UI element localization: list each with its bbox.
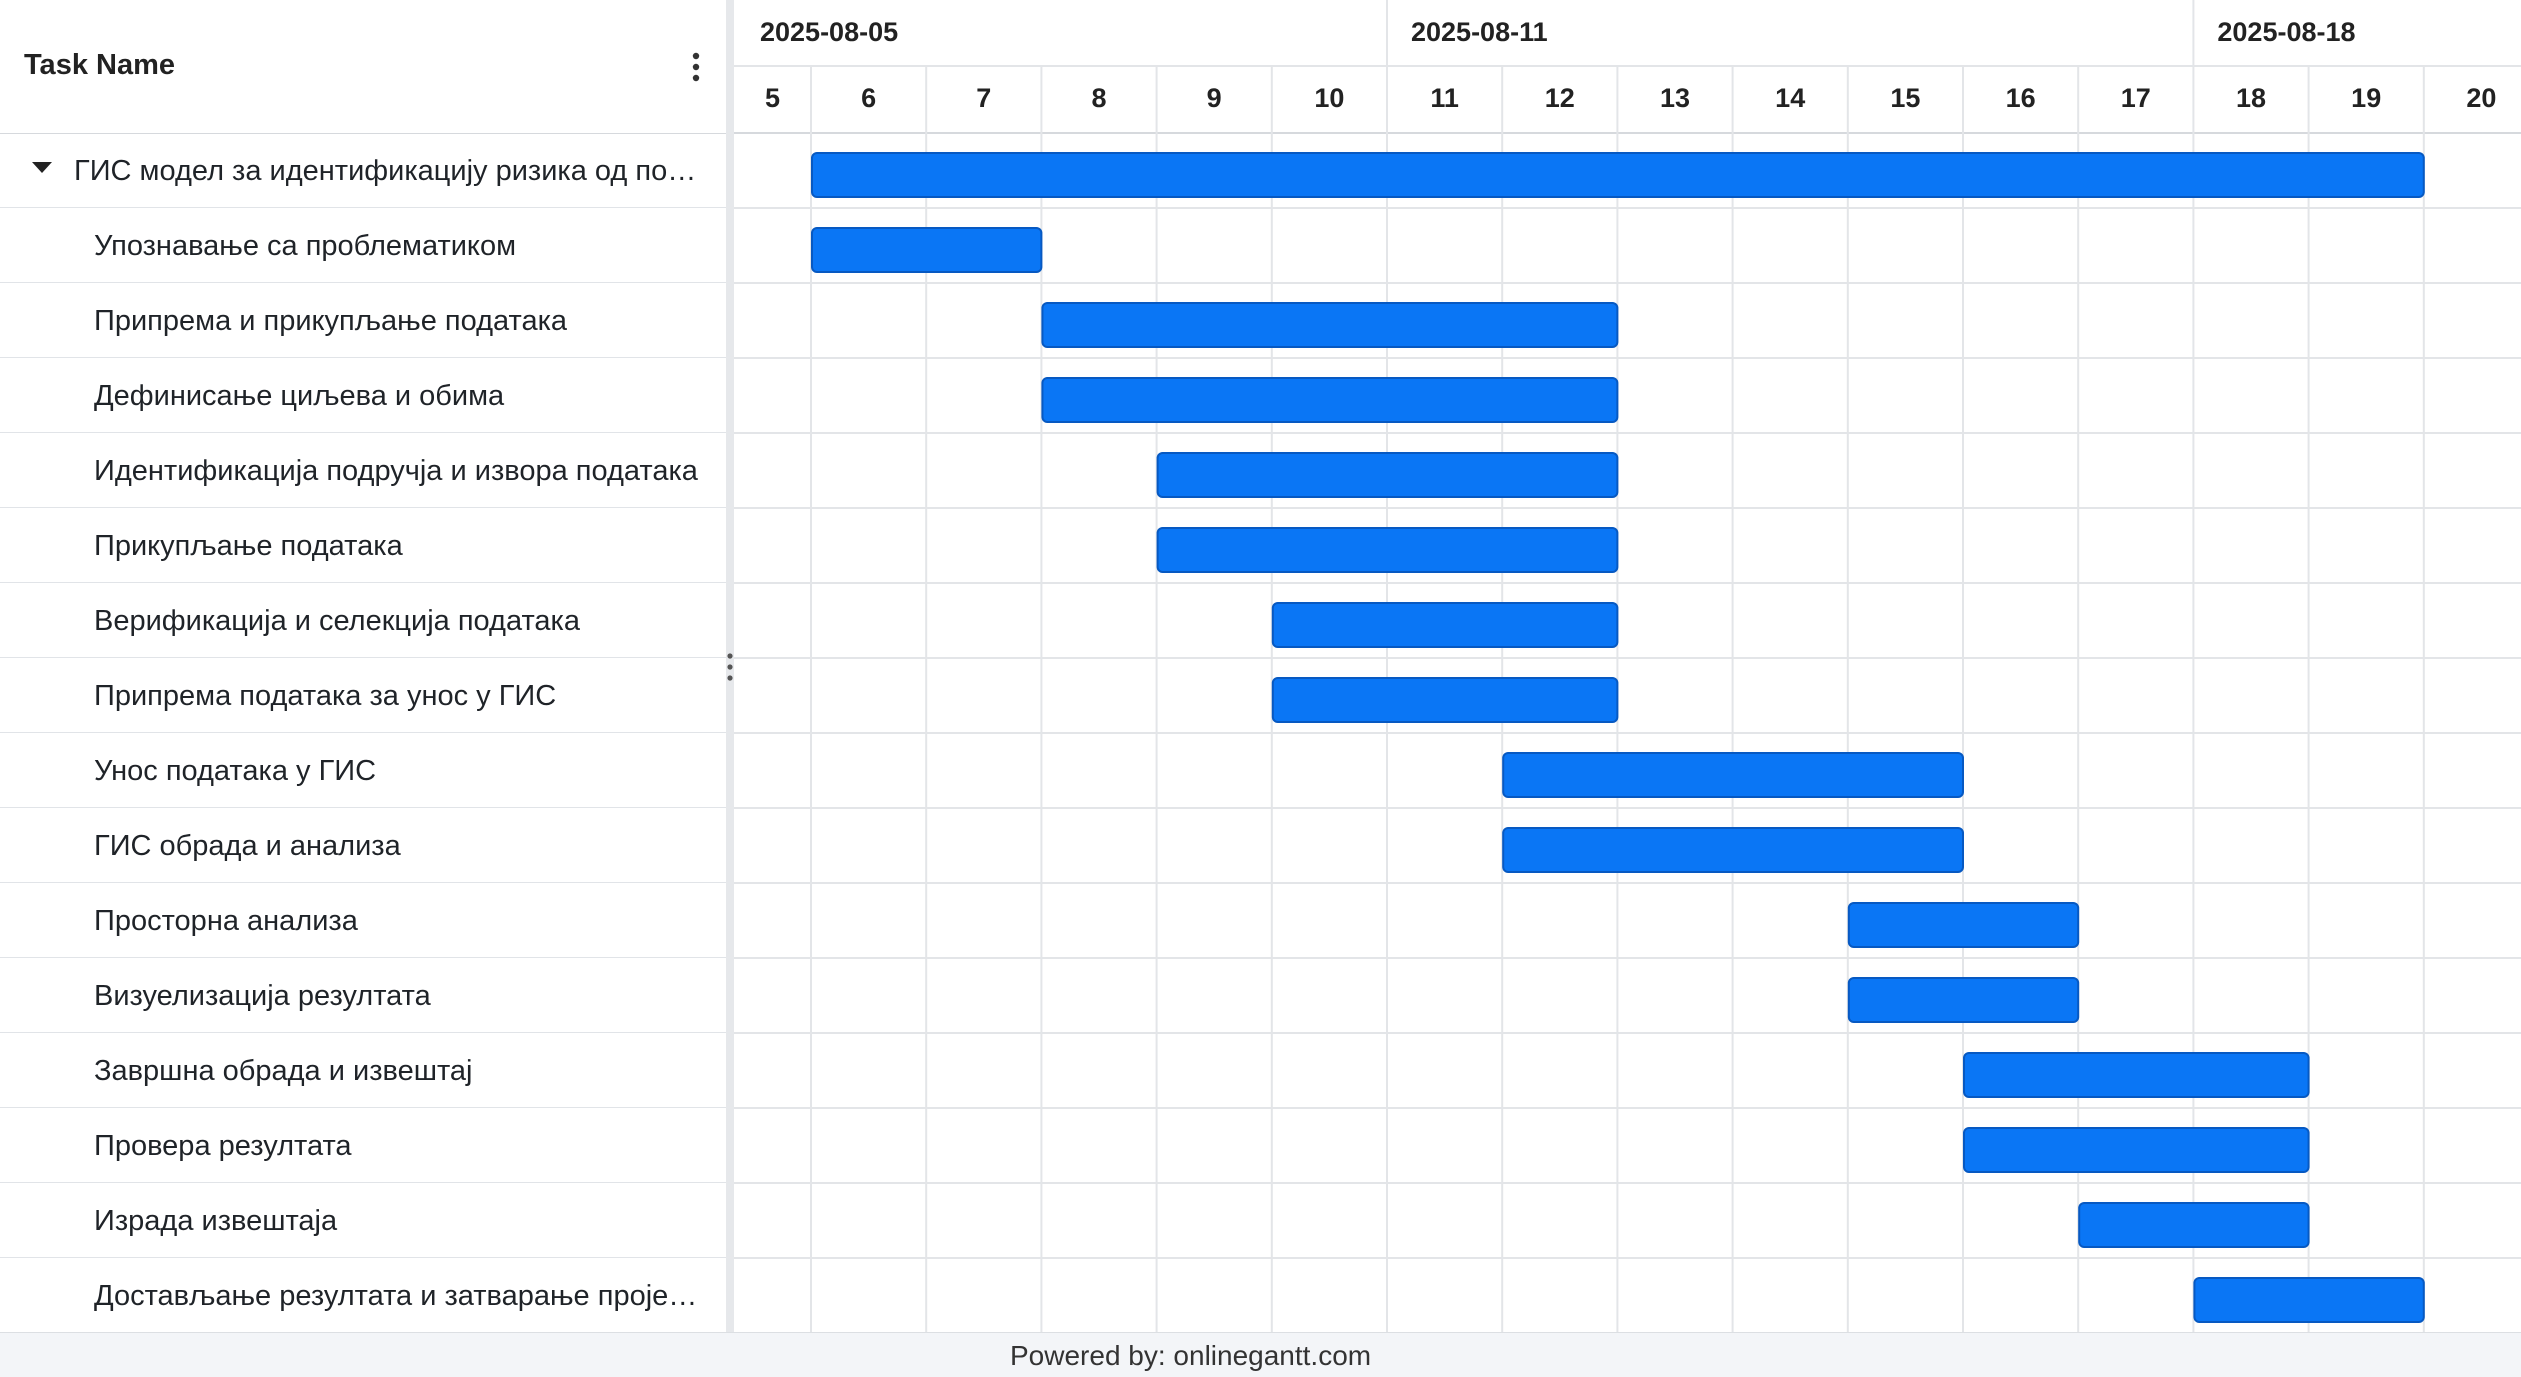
day-label: 18 (2236, 83, 2266, 113)
day-label: 15 (1890, 83, 1920, 113)
day-label: 11 (1430, 83, 1459, 113)
day-label: 16 (2006, 83, 2036, 113)
task-list-panel: Task Name ГИС модел за идентификацију ри… (0, 0, 727, 1333)
summary-task-bar[interactable] (811, 152, 2425, 198)
task-bar[interactable] (1156, 452, 1619, 498)
task-name-label: Верификација и селекција података (94, 605, 580, 637)
task-row[interactable]: Унос података у ГИС (0, 733, 726, 808)
task-name-label: ГИС обрада и анализа (94, 830, 401, 862)
gantt-timeline: 5 6 7 8 9 10 11 12 13 14 15 16 17 18 19 20 2025-08-05 202… (734, 0, 2521, 1332)
task-row[interactable]: Припрема и прикупљање података (0, 283, 726, 358)
task-bar[interactable] (1156, 527, 1619, 573)
day-label: 12 (1545, 83, 1575, 113)
task-bar[interactable] (1963, 1052, 2310, 1098)
task-name-label: Припрема и прикупљање података (94, 305, 568, 337)
task-row[interactable]: ГИС обрада и анализа (0, 808, 726, 883)
day-label: 17 (2121, 83, 2151, 113)
task-list-header: Task Name (0, 0, 726, 134)
splitter-grip-icon (727, 653, 733, 681)
day-label: 8 (1091, 83, 1106, 113)
task-name-label: Идентификација подручја и извора податак… (94, 455, 698, 487)
task-row[interactable]: Припрема података за унос у ГИС (0, 658, 726, 733)
day-label: 10 (1314, 83, 1344, 113)
task-row[interactable]: Израда извештаја (0, 1183, 726, 1258)
week-label: 2025-08-18 (2217, 17, 2355, 47)
task-row[interactable]: Визуелизација резултата (0, 958, 726, 1033)
task-bar[interactable] (2193, 1277, 2425, 1323)
task-bar[interactable] (1502, 827, 1964, 873)
task-bar[interactable] (2078, 1202, 2310, 1248)
week-label: 2025-08-11 (1411, 17, 1548, 47)
task-name-label: Унос података у ГИС (94, 755, 377, 787)
task-bar[interactable] (1963, 1127, 2310, 1173)
task-name-label: Визуелизација резултата (94, 980, 431, 1012)
task-name-label: Просторна анализа (94, 905, 358, 937)
footer: Powered by: onlinegantt.com (0, 1332, 2521, 1377)
task-bar[interactable] (1502, 752, 1964, 798)
task-bar[interactable] (1041, 302, 1619, 348)
task-row[interactable]: Дефинисање циљева и обима (0, 358, 726, 433)
task-row[interactable]: Прикупљање података (0, 508, 726, 583)
day-label: 6 (861, 83, 876, 113)
task-row[interactable]: Провера резултата (0, 1108, 726, 1183)
vertical-ellipsis-icon[interactable] (684, 47, 708, 87)
task-row[interactable]: Идентификација подручја и извора податак… (0, 433, 726, 508)
task-name-label: Припрема података за унос у ГИС (94, 680, 557, 712)
task-bar[interactable] (1041, 377, 1619, 423)
task-bar[interactable] (1271, 602, 1619, 648)
task-row[interactable]: Просторна анализа (0, 883, 726, 958)
collapse-caret-icon[interactable] (32, 162, 52, 173)
day-label: 5 (765, 83, 780, 113)
task-name-label: Упознавање са проблематиком (94, 230, 517, 262)
day-label: 19 (2351, 83, 2381, 113)
task-name-label: Завршна обрада и извештај (94, 1055, 473, 1087)
day-label: 13 (1660, 83, 1690, 113)
task-row[interactable]: Завршна обрада и извештај (0, 1033, 726, 1108)
task-row[interactable]: ГИС модел за идентификацију ризика од по… (0, 133, 726, 208)
task-bar[interactable] (1271, 677, 1619, 723)
task-name-label: Израда извештаја (94, 1205, 338, 1237)
task-name-label: Прикупљање података (94, 530, 403, 562)
powered-by-text[interactable]: Powered by: onlinegantt.com (1010, 1340, 1372, 1371)
week-label: 2025-08-05 (760, 17, 898, 47)
day-label: 14 (1775, 83, 1805, 113)
task-bar[interactable] (1847, 902, 2080, 948)
task-name-label: Провера резултата (94, 1130, 352, 1162)
task-name-label: ГИС модел за идентификацију ризика од по… (74, 155, 700, 187)
task-bar[interactable] (811, 227, 1043, 273)
task-name-label: Достављање резултата и затварање пројект… (94, 1280, 700, 1312)
day-label: 7 (976, 83, 991, 113)
day-label: 20 (2466, 83, 2496, 113)
timeline-chart: 5 6 7 8 9 10 11 12 13 14 15 16 17 18 19 20 2025-08-05 202… (734, 0, 2521, 1332)
task-bar[interactable] (1847, 977, 2080, 1023)
panel-splitter[interactable] (726, 0, 734, 1332)
task-name-label: Дефинисање циљева и обима (94, 380, 505, 412)
task-name-column-header: Task Name (24, 49, 175, 81)
task-row[interactable]: Верификација и селекција података (0, 583, 726, 658)
task-row[interactable]: Достављање резултата и затварање пројект… (0, 1258, 726, 1333)
task-row[interactable]: Упознавање са проблематиком (0, 208, 726, 283)
day-label: 9 (1207, 83, 1222, 113)
